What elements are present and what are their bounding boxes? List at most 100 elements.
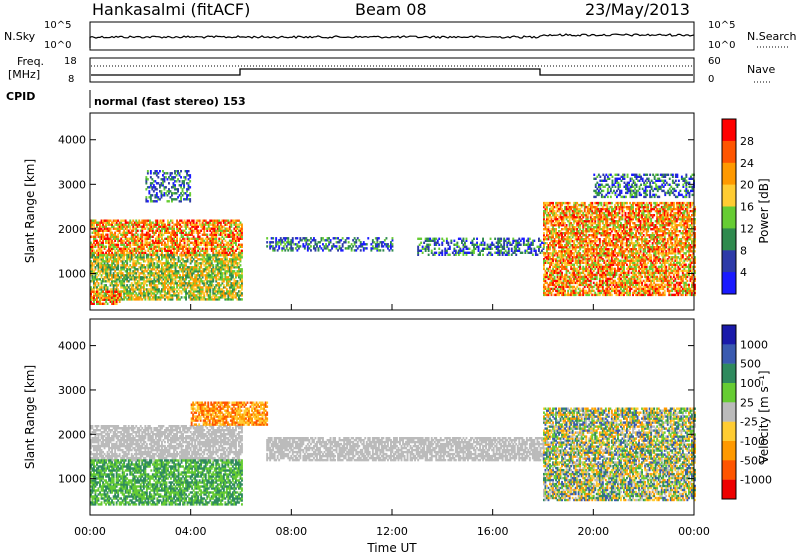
power-cell — [115, 290, 118, 293]
power-cell — [121, 258, 124, 261]
power-cell — [238, 258, 240, 261]
power-cell — [174, 258, 177, 261]
power-cell — [90, 225, 92, 228]
power-cell — [153, 288, 156, 291]
power-cell — [99, 229, 101, 232]
power-cell — [391, 243, 394, 246]
power-cell — [148, 272, 151, 275]
power-cell — [147, 278, 150, 281]
power-cell — [112, 294, 115, 297]
power-cell — [158, 276, 160, 279]
power-cell — [154, 290, 157, 293]
power-cell — [129, 260, 132, 263]
power-cell — [136, 256, 139, 259]
power-cell — [191, 221, 194, 224]
power-cell — [210, 233, 213, 236]
power-cell — [97, 260, 100, 263]
power-cell — [123, 262, 126, 265]
power-cell — [228, 231, 231, 234]
power-cell — [156, 254, 159, 257]
power-cell — [158, 280, 160, 283]
power-cell — [102, 237, 104, 240]
noise-right-label: N.Search — [747, 30, 797, 43]
power-cell — [235, 280, 237, 283]
power-cell — [159, 235, 162, 238]
power-cell — [151, 251, 154, 254]
power-cell — [164, 243, 166, 246]
power-cell — [209, 288, 212, 291]
power-cell — [162, 221, 165, 224]
power-cell — [171, 266, 174, 269]
power-cell — [221, 235, 224, 238]
power-cell — [228, 268, 231, 271]
power-cell — [224, 223, 227, 226]
power-cell — [231, 260, 234, 263]
power-cell — [120, 266, 123, 269]
power-cell — [155, 192, 158, 195]
power-cell — [105, 223, 107, 226]
power-cell — [235, 221, 237, 224]
power-cell — [236, 262, 239, 265]
power-cell — [209, 280, 212, 283]
power-cell — [120, 284, 123, 287]
power-cell — [99, 266, 101, 269]
power-cell — [115, 229, 118, 232]
power-cell — [156, 292, 159, 295]
power-cell — [96, 256, 98, 259]
power-cell — [145, 182, 148, 185]
power-cell — [391, 249, 394, 252]
power-cell — [161, 290, 163, 293]
power-cell — [192, 219, 195, 222]
power-cell — [191, 278, 194, 281]
power-cell — [203, 284, 206, 287]
power-cell — [215, 251, 218, 254]
power-cell — [96, 254, 98, 257]
power-cell — [135, 260, 138, 263]
power-cell — [124, 296, 127, 299]
power-cell — [239, 292, 242, 295]
power-cell — [182, 282, 184, 285]
power-cell — [148, 243, 151, 246]
power-cell — [158, 249, 160, 252]
power-cell — [531, 253, 534, 256]
power-cell — [219, 237, 222, 240]
power-cell — [114, 270, 117, 273]
power-cell — [93, 270, 95, 273]
power-cell — [154, 256, 157, 259]
power-cell — [216, 245, 219, 248]
power-cell — [159, 268, 162, 271]
power-cell — [197, 284, 200, 287]
power-cell — [225, 288, 228, 291]
power-cell — [213, 235, 216, 238]
noise-sky-trace — [89, 33, 695, 48]
power-cell — [583, 201, 586, 205]
power-cell — [216, 229, 219, 232]
power-cell — [109, 241, 112, 244]
power-cell — [156, 251, 159, 254]
power-cell — [180, 170, 182, 173]
power-cell — [138, 254, 141, 257]
power-cell — [138, 284, 141, 287]
power-cell — [235, 258, 237, 261]
power-cell — [236, 254, 239, 257]
power-cell — [161, 272, 163, 275]
power-cell — [221, 276, 224, 279]
power-cell — [171, 221, 174, 224]
power-cell — [129, 225, 132, 228]
power-cell — [123, 223, 126, 226]
power-cell — [111, 233, 113, 236]
power-cell — [109, 249, 112, 252]
power-cell — [203, 233, 206, 236]
power-cell — [161, 233, 163, 236]
power-cell — [180, 229, 183, 232]
power-cell — [90, 298, 92, 301]
power-cell — [183, 223, 186, 226]
power-cell — [195, 239, 198, 242]
power-cell — [210, 241, 213, 244]
power-cell — [106, 229, 109, 232]
power-cell — [103, 225, 106, 228]
power-cell — [195, 284, 198, 287]
power-cell — [151, 241, 154, 244]
power-cell — [93, 231, 95, 234]
power-cell — [123, 243, 126, 246]
